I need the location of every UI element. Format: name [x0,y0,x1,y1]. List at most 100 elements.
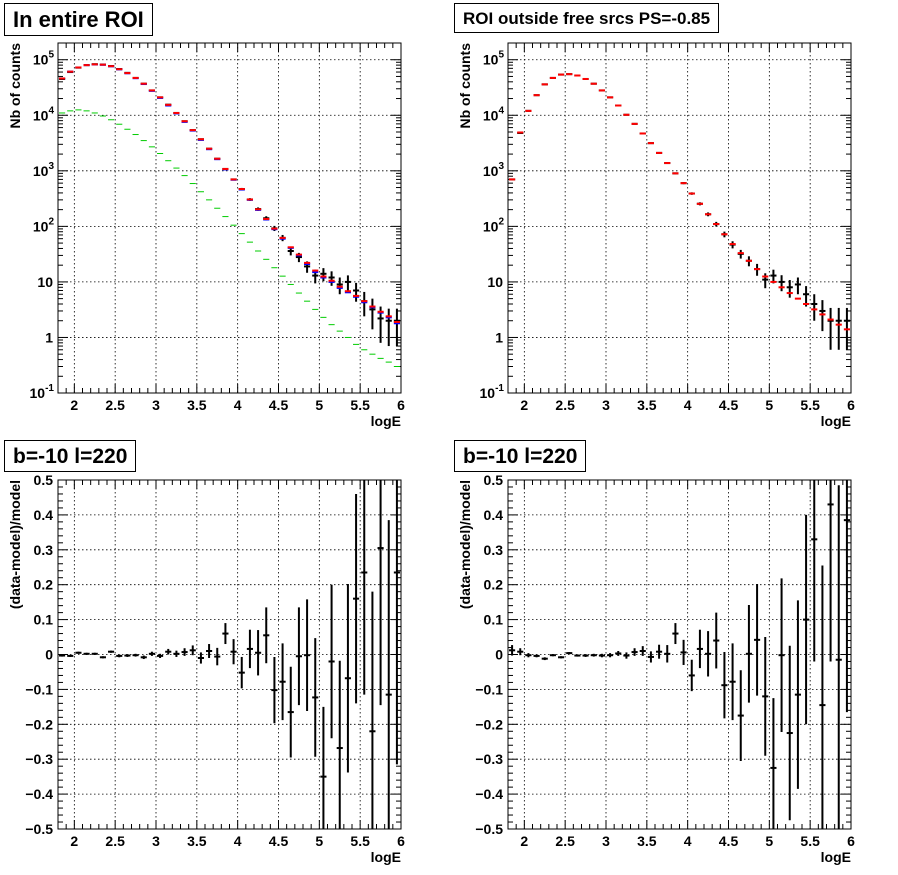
y-tick-label: 0 [45,647,53,663]
y-tick-label: 103 [483,161,505,179]
x-tick-label: 2 [520,833,528,849]
x-tick-label: 4.5 [269,397,289,413]
y-tick-label: −0.1 [25,681,53,697]
x-tick-label: 3 [152,833,160,849]
x-tick-label: 2.5 [105,833,125,849]
plot-frame [57,479,402,830]
y-axis-title: Nb of counts [457,43,473,129]
plot-frame [507,42,852,394]
y-tick-label: −0.3 [25,751,53,767]
y-tick-label: 1 [495,329,503,345]
x-tick-label: 5 [765,833,773,849]
plot-frame [57,42,402,394]
x-tick-label: 3.5 [187,833,207,849]
plot-title-3: b=-10 l=220 [4,440,137,472]
y-tick-label: 0.3 [484,542,504,558]
x-tick-label: 3 [152,397,160,413]
x-tick-label: 2 [70,833,78,849]
y-tick-label: 105 [33,50,55,68]
x-tick-label: 6 [397,397,405,413]
y-tick-label: 102 [483,216,505,234]
plot-area [58,43,401,393]
y-tick-label: −0.5 [25,821,53,837]
plot-area [508,43,851,393]
y-axis-title: (data-model)/model [7,480,23,609]
y-tick-label: 0.2 [484,577,504,593]
series-data-1 [509,480,850,829]
y-tick-label: 0.5 [484,472,504,488]
y-tick-label: 10-1 [30,383,55,401]
x-tick-label: 2.5 [555,397,575,413]
x-axis-title: logE [821,413,851,429]
y-tick-label: 0.5 [34,472,54,488]
chart-panel-2: 2 2.5 3 3.5 4 4.5 5 5.5 6 10-1 1 10 102 103 104 105 logE… [457,42,855,429]
y-tick-label: −0.3 [475,751,503,767]
y-tick-label: 104 [33,105,55,123]
y-tick-label: 0.4 [484,507,504,523]
y-tick-label: 10 [487,274,503,290]
series-model-3 [59,109,400,367]
y-tick-label: −0.5 [475,821,503,837]
x-tick-label: 3 [602,397,610,413]
y-tick-label: −0.2 [475,716,503,732]
y-tick-label: 0.3 [34,542,54,558]
series-data-1 [59,480,400,829]
y-tick-label: 104 [483,105,505,123]
y-tick-label: 0 [495,647,503,663]
x-tick-label: 2.5 [105,397,125,413]
x-axis-title: logE [371,413,401,429]
x-axis-title: logE [371,849,401,865]
y-tick-label: 102 [33,216,55,234]
x-tick-label: 4 [684,397,692,413]
x-tick-label: 2.5 [555,833,575,849]
plot-title-2: ROI outside free srcs PS=-0.85 [454,3,720,33]
x-tick-label: 5.5 [800,833,820,849]
plot-area [508,480,851,829]
x-axis-title: logE [821,849,851,865]
x-tick-label: 3.5 [187,397,207,413]
y-tick-label: 0.1 [34,612,54,628]
x-tick-label: 5.5 [800,397,820,413]
series-model-2 [509,73,850,331]
x-tick-label: 4 [234,397,242,413]
y-tick-label: 10 [37,274,53,290]
x-tick-label: 5.5 [350,833,370,849]
x-tick-label: 4 [234,833,242,849]
chart-panel-3: 2 2.5 3 3.5 4 4.5 5 5.5 6 −0.5 −0.4 −0.3 −0.2 −0.1 0 0.… [7,472,405,865]
y-axis-title: Nb of counts [7,43,23,129]
y-axis-title: (data-model)/model [457,480,473,609]
plot-title-1: In entire ROI [4,3,153,36]
y-tick-label: −0.4 [475,786,503,802]
x-tick-label: 5.5 [350,397,370,413]
y-tick-label: −0.2 [25,716,53,732]
x-tick-label: 4.5 [719,397,739,413]
y-tick-label: 1 [45,329,53,345]
x-tick-label: 4 [684,833,692,849]
x-tick-label: 6 [847,833,855,849]
y-tick-label: 0.2 [34,577,54,593]
y-tick-label: −0.1 [475,681,503,697]
y-tick-label: 0.4 [34,507,54,523]
series-model-4 [59,63,400,323]
y-tick-label: 10-1 [480,383,505,401]
x-tick-label: 3.5 [637,833,657,849]
plot-title-4: b=-10 l=220 [454,440,587,472]
x-tick-label: 4.5 [269,833,289,849]
x-tick-label: 3 [602,833,610,849]
y-tick-label: 103 [33,161,55,179]
plot-area [58,480,401,829]
x-tick-label: 2 [70,397,78,413]
x-tick-label: 6 [847,397,855,413]
x-tick-label: 2 [520,397,528,413]
x-tick-label: 5 [765,397,773,413]
y-tick-label: −0.4 [25,786,53,802]
y-tick-label: 0.1 [484,612,504,628]
x-tick-label: 5 [315,397,323,413]
x-tick-label: 6 [397,833,405,849]
x-tick-label: 4.5 [719,833,739,849]
x-tick-label: 5 [315,833,323,849]
plot-frame [507,479,852,830]
x-tick-label: 3.5 [637,397,657,413]
chart-panel-1: 2 2.5 3 3.5 4 4.5 5 5.5 6 10-1 1 10 102 103 104 105 logE… [7,42,405,429]
